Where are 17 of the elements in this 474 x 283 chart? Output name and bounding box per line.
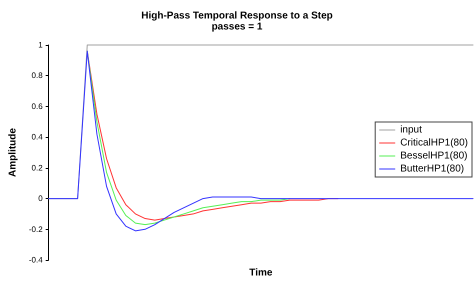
chart-subtitle: passes = 1 (212, 22, 263, 32)
legend-label: BesselHP1(80) (400, 150, 468, 162)
y-tick-label: 1 (38, 40, 44, 50)
y-tick-label: 0.8 (32, 71, 44, 80)
chart-title: High-Pass Temporal Response to a Step (141, 10, 333, 22)
line-series (48, 50, 474, 232)
y-tick-label: 0 (38, 194, 44, 204)
y-tick-label: 0.4 (32, 132, 44, 142)
legend-label: input (400, 124, 422, 136)
y-tick-label: -0.4 (28, 256, 44, 264)
legend-label: CriticalHP1(80) (400, 138, 468, 148)
legend-label: ButterHP1(80) (400, 164, 464, 174)
x-axis-title: Time (249, 268, 273, 278)
y-tick-label: -0.2 (28, 224, 44, 234)
y-axis-title: Amplitude (8, 128, 18, 177)
y-tick-label: 0.2 (32, 163, 44, 172)
y-tick-label: 0.6 (32, 102, 44, 111)
